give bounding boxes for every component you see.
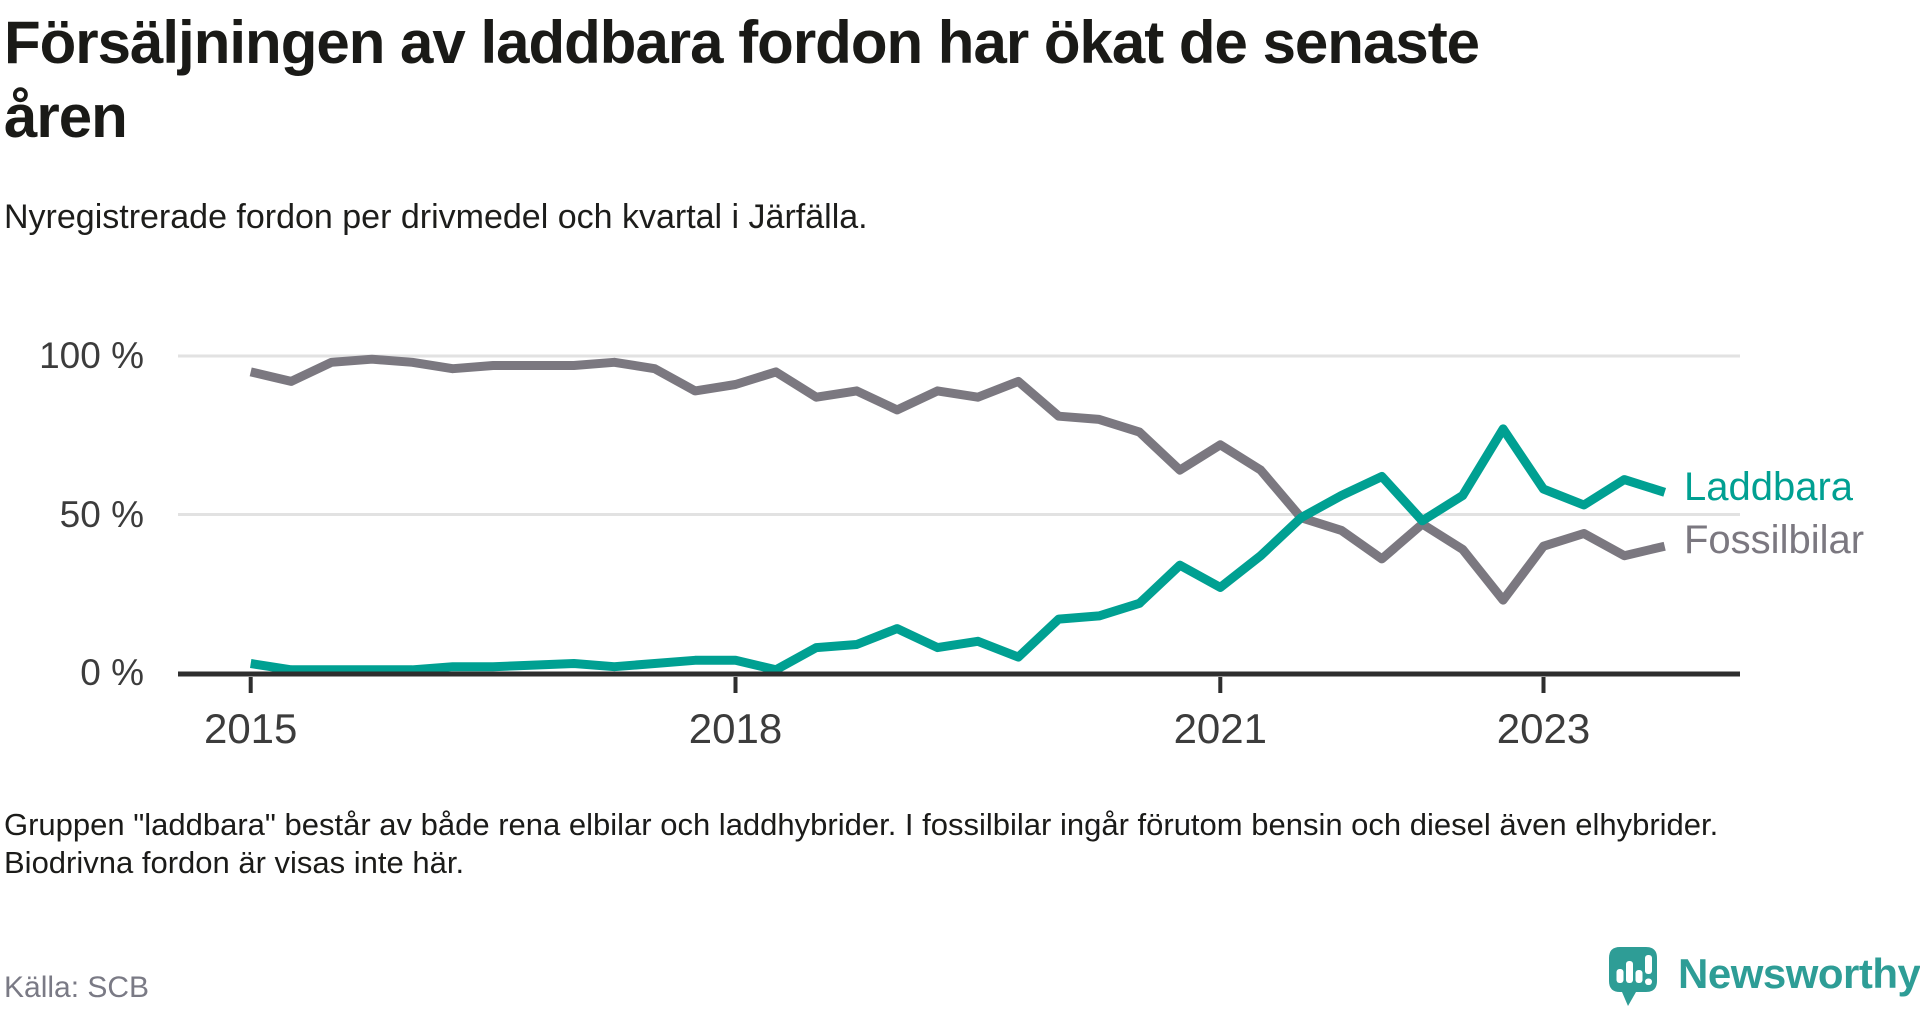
chart-subtitle: Nyregistrerade fordon per drivmedel och … [4,198,868,236]
x-axis-label-2018: 2018 [688,705,783,752]
y-axis-label-50: 50 % [59,493,144,535]
legend-label-fossilbilar: Fossilbilar [1684,518,1865,563]
legend-label-laddbara: Laddbara [1684,465,1854,510]
x-axis-label-2021: 2021 [1173,705,1268,752]
chart-series-lines [249,354,1667,675]
x-axis-label-2023: 2023 [1496,705,1591,752]
gridlines [178,354,1740,516]
newsworthy-logo-icon [1609,947,1657,1006]
series-line-laddbara [250,424,1667,675]
newsworthy-logo-text: Newsworthy [1678,950,1920,997]
source-label: Källa: SCB [4,971,150,1004]
x-axis-label-2015: 2015 [203,705,298,752]
chart-title: Försäljningen av laddbara fordon har öka… [4,9,1480,150]
chart-footnote: Gruppen "laddbara" består av både rena e… [4,807,1719,880]
x-axis [178,671,1740,693]
y-axis-label-100: 100 % [39,335,144,376]
series-line-fossilbilar [249,354,1666,605]
y-axis-label-0: 0 % [80,652,144,693]
